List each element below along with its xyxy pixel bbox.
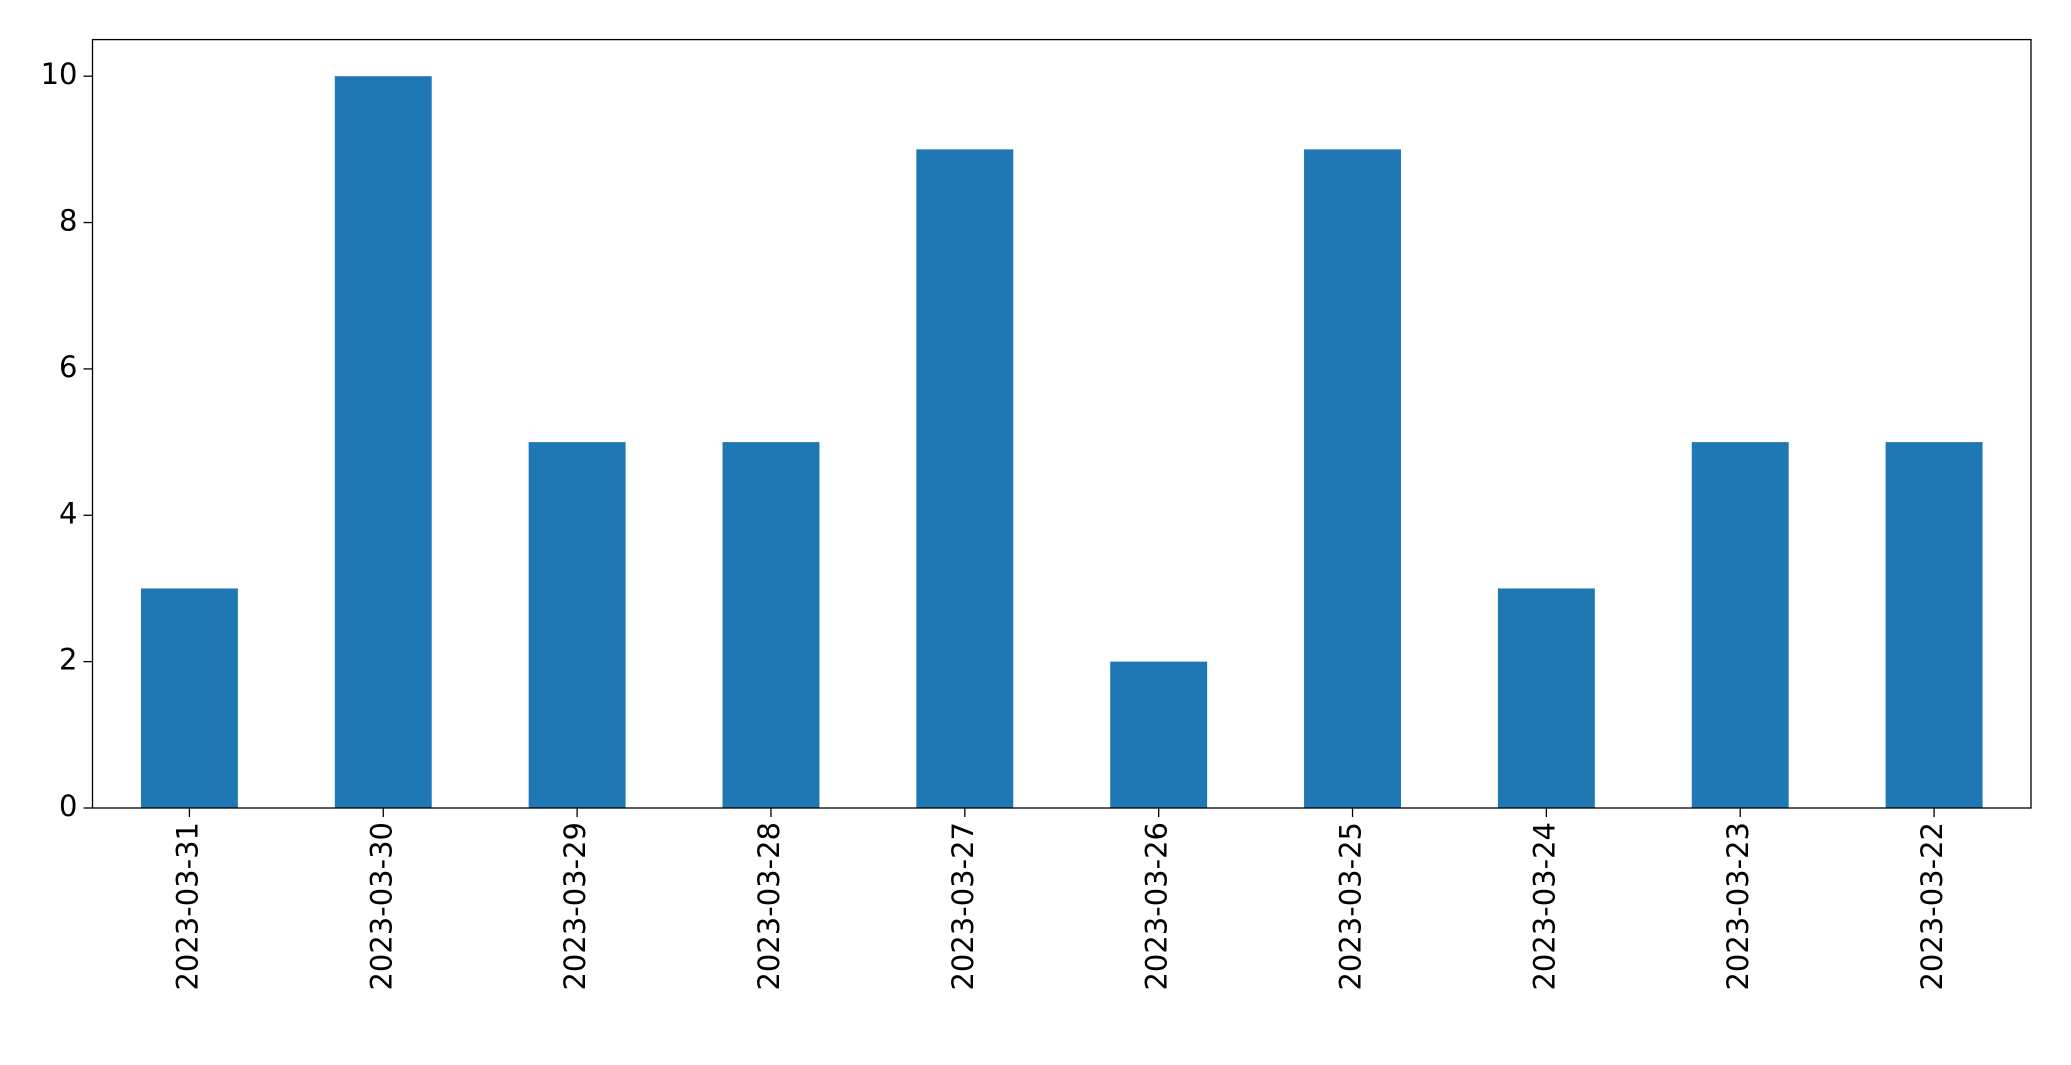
bar <box>1885 442 1983 808</box>
bar <box>528 442 626 808</box>
x-tick-label: 2023-03-24 <box>1527 822 1561 991</box>
x-tick-label: 2023-03-25 <box>1334 822 1368 991</box>
y-tick-label: 0 <box>59 789 77 823</box>
x-tick-label: 2023-03-28 <box>752 822 786 991</box>
x-tick-label: 2023-03-29 <box>558 822 592 991</box>
plot-frame <box>91 38 2032 809</box>
bar <box>1691 442 1789 808</box>
x-tick-label: 2023-03-22 <box>1915 822 1949 991</box>
x-tick-label: 2023-03-26 <box>1140 822 1174 991</box>
bar <box>722 442 820 808</box>
x-tick-label: 2023-03-30 <box>364 822 398 991</box>
x-tick-label: 2023-03-23 <box>1721 822 1755 991</box>
bar <box>1304 149 1401 808</box>
bar <box>1497 588 1595 808</box>
y-tick-label: 8 <box>59 204 77 238</box>
x-tick-label: 2023-03-31 <box>170 822 204 991</box>
y-tick-label: 10 <box>41 57 78 91</box>
bar <box>1110 661 1208 808</box>
y-tick-label: 2 <box>59 643 77 677</box>
x-tick-label: 2023-03-27 <box>946 822 980 991</box>
y-tick-label: 4 <box>59 496 77 530</box>
bar <box>140 588 238 808</box>
bar <box>334 76 432 808</box>
bar <box>916 149 1014 808</box>
y-tick-label: 6 <box>59 350 77 384</box>
